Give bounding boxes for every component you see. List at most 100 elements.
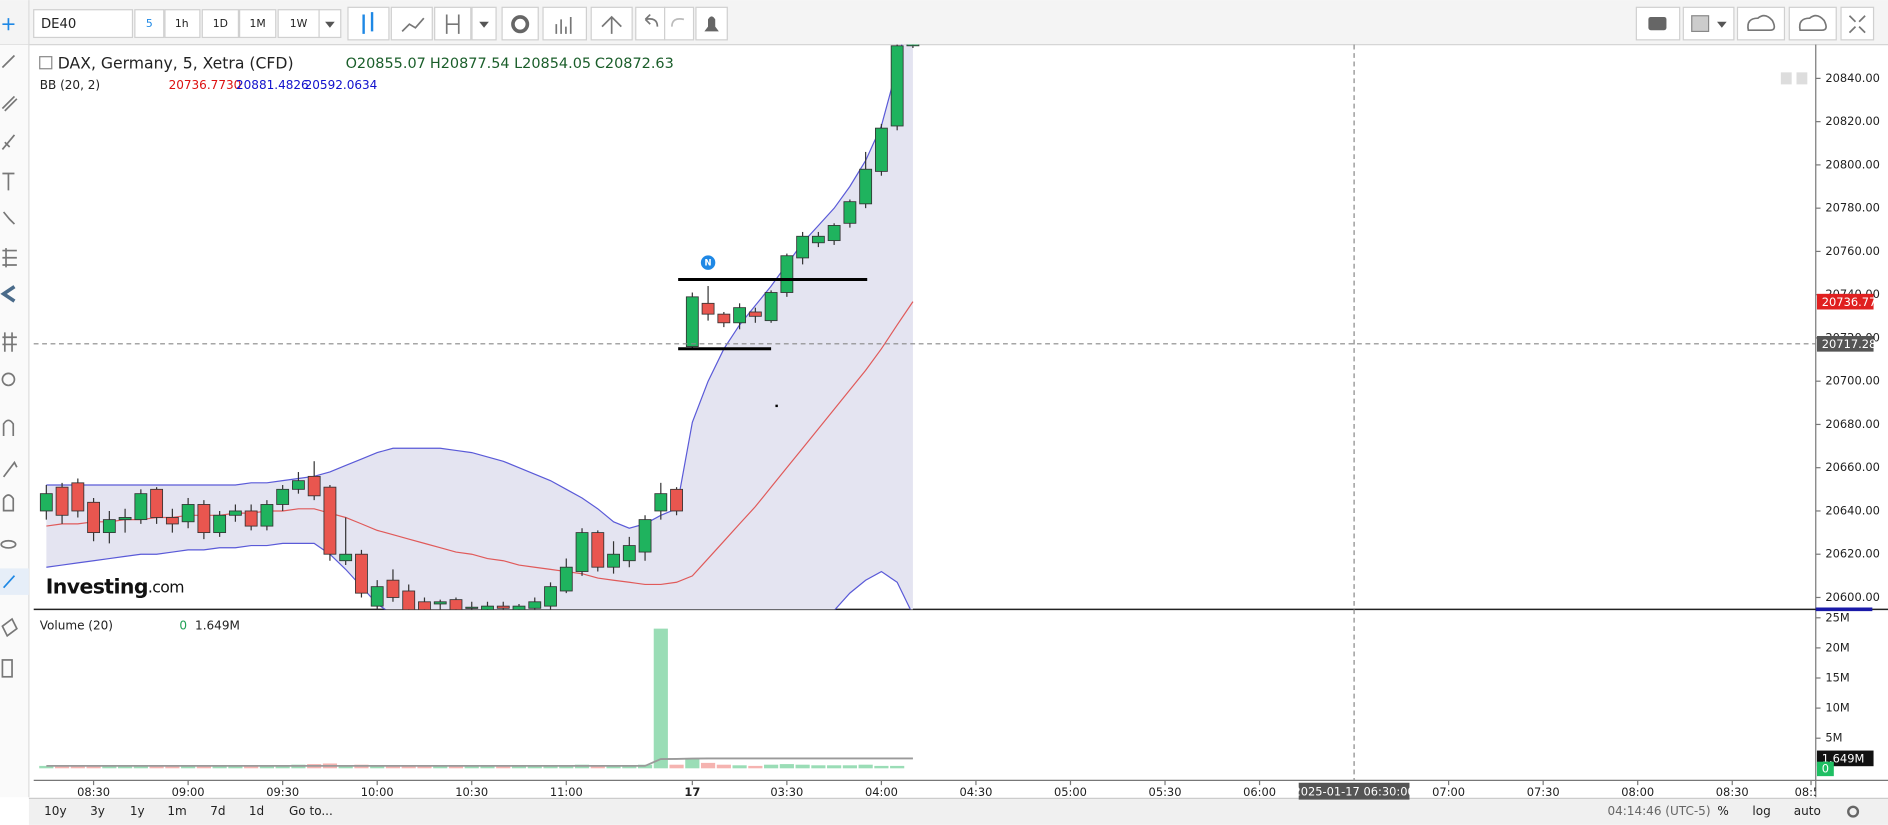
interval-button[interactable]	[201, 9, 240, 39]
y-tick-label: 20640.00	[1825, 503, 1880, 517]
interval-button[interactable]	[134, 9, 165, 39]
volume-bar	[39, 765, 54, 769]
volume-bar	[842, 765, 857, 769]
volume-bar	[102, 766, 117, 769]
crosshair-tool[interactable]	[2, 18, 15, 31]
volume-pane	[39, 628, 913, 769]
delete-tool[interactable]	[1, 659, 13, 678]
interval-label: 1M	[250, 17, 266, 30]
interval-label: 1D	[213, 17, 228, 30]
volume-bar	[181, 765, 196, 769]
clock: 04:14:46 (UTC-5)	[1607, 804, 1710, 818]
candle-body	[213, 514, 227, 534]
volume-bar	[827, 765, 842, 769]
volume-bar	[795, 764, 810, 769]
bollinger-fill	[46, 44, 913, 610]
range-buttons: 10y 3y 1y 1m 7d 1d Go to... 04:14:46 (UT…	[44, 804, 1860, 818]
pencil-tool[interactable]	[2, 460, 18, 478]
x-tick-label: 08:00	[1621, 785, 1654, 799]
volume-bar	[511, 766, 527, 769]
interval-label: 5	[146, 17, 153, 30]
measure-tool[interactable]	[0, 285, 16, 303]
icon	[1691, 15, 1710, 33]
volume-bar	[401, 765, 416, 769]
cloud-save-button[interactable]	[1788, 6, 1837, 41]
percent-toggle[interactable]: %	[1717, 804, 1728, 818]
volume-bar	[244, 766, 259, 769]
candle-body	[622, 545, 636, 562]
text-tool[interactable]	[2, 172, 15, 191]
candle-body	[780, 255, 794, 293]
volume-bar	[259, 765, 274, 769]
visibility-tool[interactable]	[0, 539, 17, 549]
volume-bar	[890, 765, 905, 769]
fullscreen-button[interactable]	[1840, 6, 1875, 41]
candle-body	[307, 475, 321, 497]
log-toggle[interactable]: log	[1752, 804, 1770, 818]
x-tick-label: 08:30	[1716, 785, 1749, 799]
range-button[interactable]: 10y	[44, 804, 66, 818]
candle-body	[276, 488, 290, 505]
indicator-value: 20736.7730	[169, 78, 242, 92]
point-marker	[775, 404, 778, 408]
pattern-tool[interactable]	[2, 211, 16, 225]
volume-bar	[653, 628, 668, 769]
fib-tool[interactable]	[2, 248, 17, 268]
interval-button[interactable]	[164, 9, 201, 39]
studies-button[interactable]	[542, 6, 587, 41]
volume-bar	[527, 765, 542, 769]
candle-body	[292, 480, 305, 490]
volume-bar	[606, 765, 621, 769]
zoom-tool[interactable]	[1, 372, 16, 387]
pitchfork-tool[interactable]	[1, 134, 16, 150]
candle-type-button[interactable]	[347, 6, 390, 41]
goto-button[interactable]: Go to...	[289, 804, 333, 818]
redo-button[interactable]	[664, 6, 695, 41]
cloud-load-button[interactable]	[1736, 6, 1786, 41]
candle-body	[685, 296, 699, 348]
range-button[interactable]: 7d	[210, 804, 225, 818]
volume-bar	[228, 766, 243, 769]
lock-tool[interactable]	[2, 494, 15, 512]
gann-tool[interactable]	[2, 332, 17, 352]
candle-body	[638, 519, 652, 553]
icon	[362, 12, 374, 34]
candle-body	[355, 553, 368, 594]
candle-body	[607, 553, 620, 568]
icon	[644, 13, 659, 27]
range-button[interactable]: 1y	[130, 804, 145, 818]
candle-body	[118, 517, 132, 521]
line-tool-button[interactable]	[390, 6, 433, 41]
interval-button[interactable]	[239, 9, 277, 39]
candle-body	[134, 493, 148, 521]
pane-button	[1780, 72, 1792, 85]
candle-body	[433, 601, 447, 605]
undo-button[interactable]	[635, 6, 666, 41]
y-tick-label: 20660.00	[1825, 460, 1880, 474]
channel-tool[interactable]	[1, 95, 18, 112]
symbol-input[interactable]	[33, 9, 134, 39]
range-button[interactable]: 3y	[90, 804, 105, 818]
candle-body	[197, 504, 211, 534]
candle-body	[244, 510, 258, 527]
magnet-tool[interactable]	[2, 419, 15, 436]
volume-bar	[480, 765, 495, 769]
price-tag: 20736.77	[1822, 295, 1877, 309]
collapse-icon[interactable]	[39, 56, 53, 70]
eraser-tool[interactable]	[1, 617, 18, 638]
link-tool[interactable]	[2, 575, 16, 589]
trend-tool[interactable]	[1, 54, 16, 69]
candle-body	[481, 605, 494, 610]
candle-body	[386, 579, 400, 598]
auto-toggle[interactable]: auto	[1794, 804, 1821, 818]
range-button[interactable]: 1d	[249, 804, 264, 818]
settings-icon[interactable]	[1847, 805, 1860, 818]
range-button[interactable]: 1m	[167, 804, 186, 818]
news-marker-letter: N	[705, 258, 712, 268]
volume-title: Volume (20)	[40, 619, 113, 633]
x-tick-label: 05:30	[1149, 785, 1182, 799]
candle-body	[102, 519, 116, 534]
icon	[1798, 14, 1827, 32]
interval-button[interactable]	[277, 9, 320, 39]
settings-button[interactable]	[501, 6, 539, 41]
